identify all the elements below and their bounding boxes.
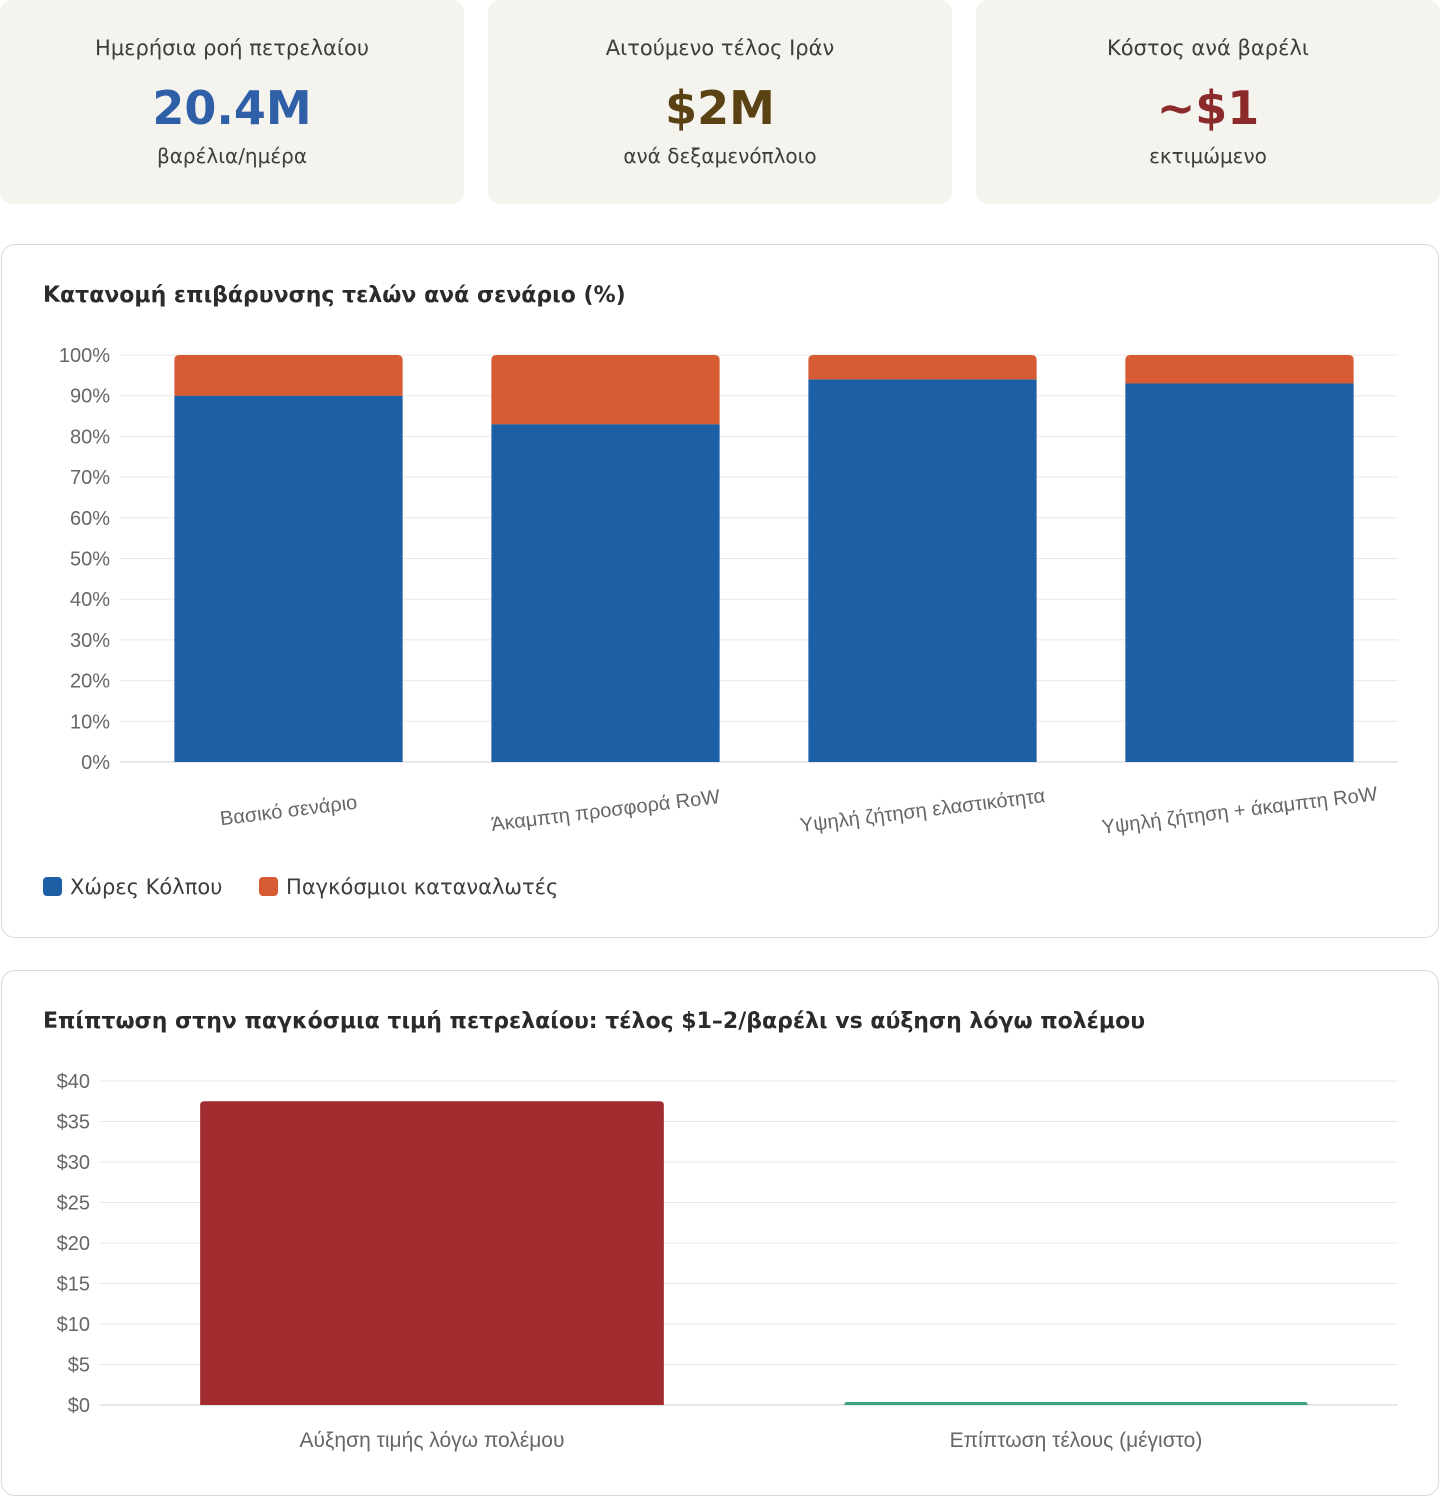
x-tick-label: Υψηλή ζήτηση + άκαμπτη RoW [1101,783,1379,839]
y-tick-label: $40 [57,1071,90,1093]
y-tick-label: 50% [70,549,110,571]
legend-swatch [43,877,62,896]
legend-item-consumers[interactable]: Παγκόσμιοι καταναλωτές [259,875,558,899]
kpi-row: Ημερήσια ροή πετρελαίου 20.4M βαρέλια/ημ… [0,0,1440,204]
bar [200,1101,664,1405]
y-tick-label: $30 [57,1152,90,1174]
y-tick-label: 30% [70,630,110,652]
kpi-label: Αιτούμενο τέλος Ιράν [605,36,835,60]
kpi-sub: ανά δεξαμενόπλοιο [623,144,817,168]
y-tick-label: 90% [70,386,110,408]
y-tick-label: $25 [57,1193,90,1215]
y-tick-label: $5 [68,1355,90,1377]
burden-stacked-bar-chart: 0% 10% 20% 30% 40% 50% 60% 70% 80% 90% 100% Βασικό … [59,345,1398,839]
y-tick-label: 70% [70,467,110,489]
y-tick-label: $15 [57,1274,90,1296]
kpi-sub: βαρέλια/ημέρα [156,144,308,168]
kpi-value: ~$1 [1156,81,1260,135]
kpi-card-iran-fee: Αιτούμενο τέλος Ιράν $2M ανά δεξαμενόπλο… [488,0,952,204]
bar-segment [491,355,720,425]
kpi-sub: εκτιμώμενο [1149,144,1267,168]
kpi-label: Ημερήσια ροή πετρελαίου [95,36,369,60]
kpi-card-cost-per-barrel: Κόστος ανά βαρέλι ~$1 εκτιμώμενο [976,0,1440,204]
bar-segment [491,424,720,762]
legend-label: Παγκόσμιοι καταναλωτές [286,875,559,899]
legend-swatch [259,877,279,896]
price-impact-chart-panel: Επίπτωση στην παγκόσμια τιμή πετρελαίου:… [1,970,1439,1496]
y-tick-label: 60% [70,508,110,530]
y-tick-label: 100% [59,345,110,367]
x-tick-label: Αύξηση τιμής λόγω πολέμου [300,1429,565,1452]
chart-legend: Χώρες Κόλπου Παγκόσμιοι καταναλωτές [43,875,588,899]
y-tick-label: 20% [70,671,110,693]
kpi-value: 20.4M [152,81,312,135]
y-tick-label: 40% [70,589,110,611]
x-tick-label: Άκαμπτη προσφορά RoW [490,786,721,836]
x-tick-label: Επίπτωση τέλους (μέγιστο) [950,1429,1203,1452]
x-tick-label: Υψηλή ζήτηση ελαστικότητα [799,785,1047,837]
bar [844,1402,1308,1405]
chart-title: Κατανομή επιβάρυνσης τελών ανά σενάριο (… [43,283,626,308]
bar-segment [1125,383,1354,762]
y-tick-label: $20 [57,1233,90,1255]
kpi-value: $2M [665,81,775,135]
bar-segment [808,379,1037,762]
y-tick-label: 0% [81,752,110,774]
kpi-label: Κόστος ανά βαρέλι [1107,36,1309,60]
kpi-card-daily-flow: Ημερήσια ροή πετρελαίου 20.4M βαρέλια/ημ… [0,0,464,204]
y-tick-label: $10 [57,1314,90,1336]
y-tick-label: 10% [70,711,110,733]
chart-title: Επίπτωση στην παγκόσμια τιμή πετρελαίου:… [43,1009,1146,1034]
bar-segment [808,355,1037,380]
y-tick-label: $0 [68,1395,90,1417]
x-tick-label: Βασικό σενάριο [219,792,359,831]
bar-segment [174,355,403,396]
y-tick-label: $35 [57,1112,90,1134]
burden-chart-panel: Κατανομή επιβάρυνσης τελών ανά σενάριο (… [1,244,1439,938]
price-impact-bar-chart: $0 $5 $10 $15 $20 $25 $30 $35 $40 Αύξηση τιμής λό… [57,1071,1398,1452]
legend-item-gulf[interactable]: Χώρες Κόλπου [43,875,222,899]
y-tick-label: 80% [70,426,110,448]
bar-segment [1125,355,1354,384]
bar-segment [174,395,403,762]
legend-label: Χώρες Κόλπου [70,875,223,899]
